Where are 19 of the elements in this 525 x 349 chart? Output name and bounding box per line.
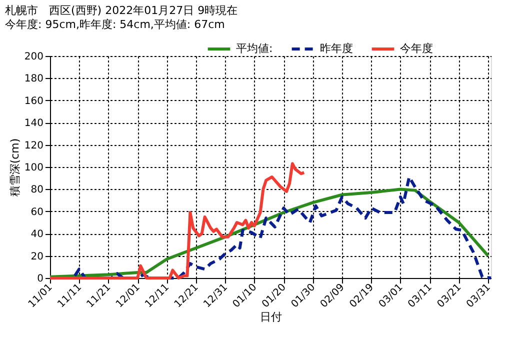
y-tick-label: 100 bbox=[24, 162, 44, 174]
y-tick-label: 20 bbox=[30, 251, 44, 262]
y-tick-label: 60 bbox=[30, 206, 44, 218]
legend-label: 平均値: bbox=[236, 42, 273, 55]
x-axis-title: 日付 bbox=[260, 310, 282, 324]
y-axis-title: 積雪深(cm) bbox=[8, 138, 22, 197]
chart-title: 札幌市 西区(西野) 2022年01月27日 9時現在 bbox=[5, 4, 238, 17]
chart-subtitle: 今年度: 95cm,昨年度: 54cm,平均値: 67cm bbox=[5, 18, 225, 31]
y-tick-label: 160 bbox=[24, 96, 44, 107]
y-tick-label: 40 bbox=[30, 229, 44, 240]
y-tick-label: 0 bbox=[37, 274, 44, 284]
y-tick-label: 80 bbox=[30, 184, 44, 196]
legend-label: 昨年度 bbox=[320, 42, 353, 55]
y-tick-label: 200 bbox=[24, 52, 44, 62]
line-series bbox=[48, 162, 306, 280]
y-tick-label: 140 bbox=[24, 118, 44, 130]
y-tick-label: 120 bbox=[24, 140, 44, 152]
y-tick-label: 180 bbox=[24, 74, 44, 85]
legend-label: 今年度 bbox=[400, 42, 433, 55]
